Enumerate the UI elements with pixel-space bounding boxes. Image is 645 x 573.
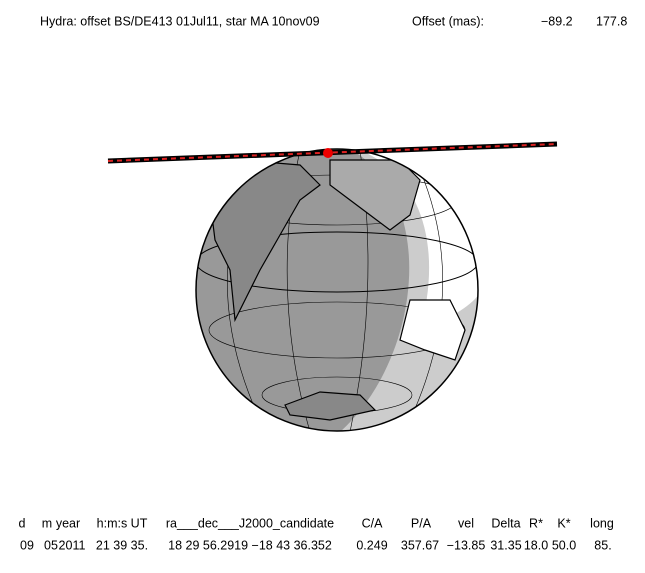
column-header: long [590,516,614,530]
cell: 2011 [59,538,86,552]
title: Hydra: offset BS/DE413 01Jul11, star MA … [40,14,320,28]
offset-value: −89.2 [541,14,573,28]
offset-label: Offset (mas): [412,14,484,28]
column-header: K* [557,516,570,530]
cell: 31.35 [490,538,521,552]
column-header: ra___dec___J2000_candidate [166,516,334,530]
cell: 21 39 35. [96,538,148,552]
occultation-path [107,141,558,164]
column-header: m [42,516,52,530]
column-header: R* [529,516,543,530]
cell: 0.249 [356,538,387,552]
table: d m year h:m:s UT ra___dec___J2000_candidate… [19,516,614,552]
cell: −13.85 [447,538,486,552]
cell: 357.67 [401,538,439,552]
column-header: Delta [491,516,520,530]
cell: 09 [20,538,34,552]
cell: 18.0 [524,538,548,552]
offset-value: 177.8 [596,14,627,28]
globe [195,148,479,432]
cell: 05 [44,538,58,552]
column-header: h:m:s UT [97,516,148,530]
column-header: year [56,516,80,530]
cell: 50.0 [552,538,576,552]
cell: 85. [594,538,611,552]
column-header: C/A [362,516,384,530]
column-header: vel [458,516,474,530]
column-header: d [19,516,26,530]
column-header: P/A [411,516,432,530]
cell: 18 29 56.2919 −18 43 36.352 [168,538,332,552]
